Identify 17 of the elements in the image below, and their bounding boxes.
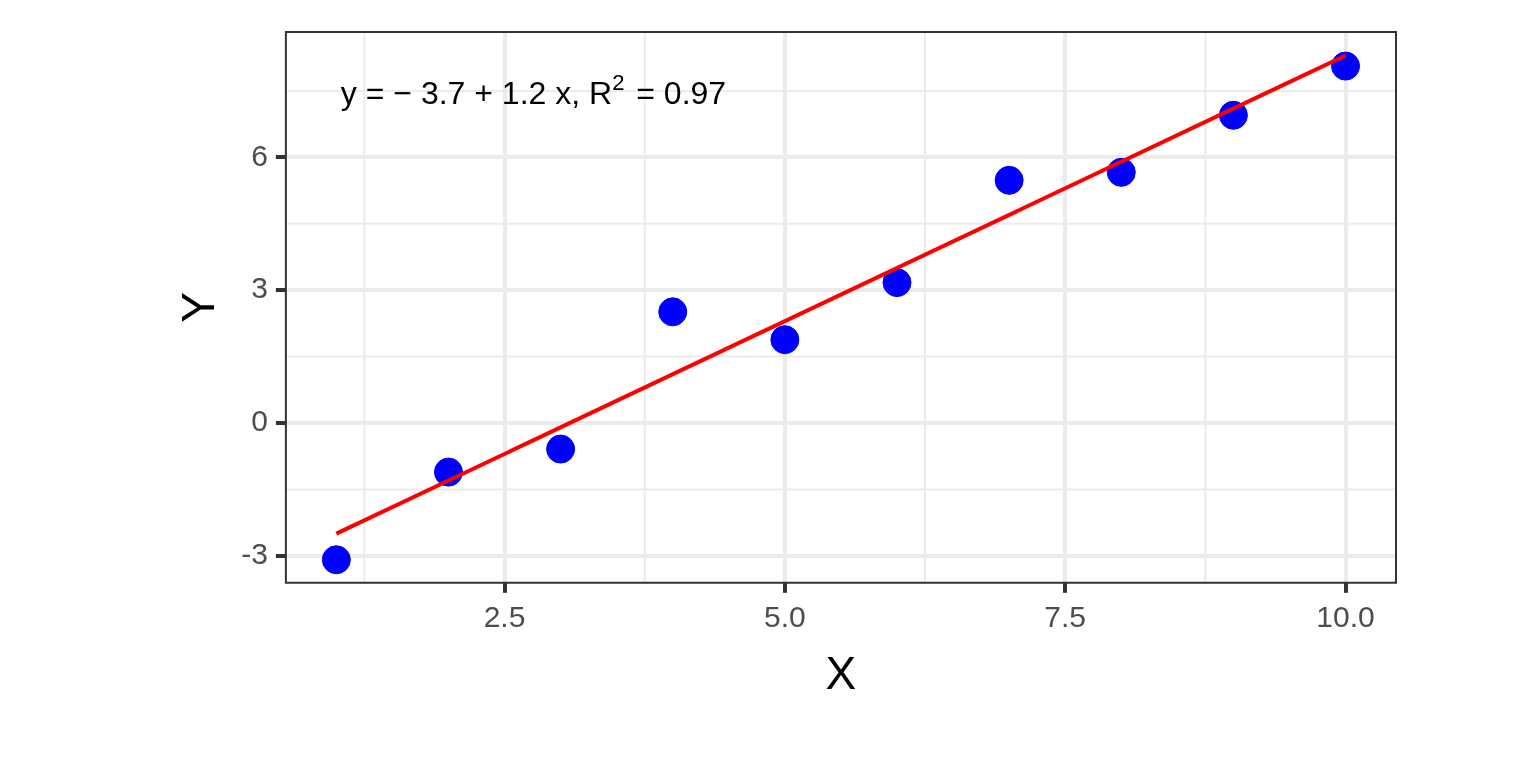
point [1331, 51, 1361, 81]
point [321, 545, 351, 575]
x-tick-label: 5.0 [764, 600, 806, 634]
y-tick-label: 6 [251, 138, 268, 172]
y-tick-label: -3 [241, 537, 268, 571]
x-tick-label: 2.5 [483, 600, 526, 634]
x-tick-label: 10.0 [1316, 600, 1375, 634]
y-tick-label: 0 [251, 404, 268, 438]
y-tick-label: 3 [251, 271, 268, 305]
x-tick-label: 7.5 [1044, 600, 1087, 634]
point [658, 297, 688, 327]
x-axis-title: X [825, 647, 857, 700]
point [770, 325, 800, 355]
point [882, 268, 912, 298]
y-axis-title: Y [172, 292, 225, 323]
point [994, 165, 1024, 195]
point [546, 434, 576, 464]
